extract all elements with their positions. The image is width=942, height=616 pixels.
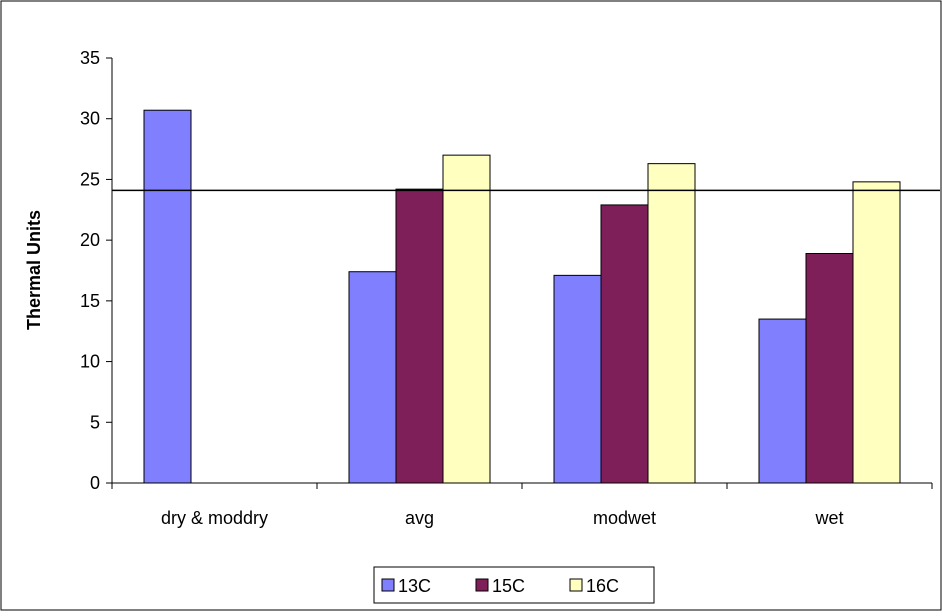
x-category-label: avg [405, 508, 434, 528]
y-tick-label: 25 [80, 169, 100, 189]
legend-label-13C: 13C [398, 576, 431, 596]
legend-swatch-13C [381, 578, 395, 592]
y-tick-label: 0 [90, 473, 100, 493]
bar-13C-0 [143, 109, 192, 484]
x-category-label: dry & moddry [161, 508, 268, 528]
legend-box [373, 566, 655, 604]
x-category-label: modwet [593, 508, 656, 528]
bar-15C-3 [805, 253, 854, 484]
bar-13C-2 [553, 274, 602, 484]
legend-swatch-15C [475, 578, 489, 592]
bar-16C-2 [647, 163, 696, 484]
bar-15C-1 [395, 188, 444, 484]
y-tick-label: 35 [80, 48, 100, 68]
legend-label-16C: 16C [586, 576, 619, 596]
legend-label-15C: 15C [492, 576, 525, 596]
y-axis-title: Thermal Units [24, 210, 44, 330]
bar-13C-1 [348, 271, 397, 484]
legend: 13C 15C 16C [373, 566, 655, 604]
y-tick-label: 15 [80, 291, 100, 311]
legend-swatch-16C [569, 578, 583, 592]
y-tick-label: 20 [80, 230, 100, 250]
y-tick-label: 10 [80, 352, 100, 372]
y-tick-label: 30 [80, 109, 100, 129]
bar-16C-1 [442, 154, 491, 484]
bar-13C-3 [758, 318, 807, 484]
bar-15C-2 [600, 204, 649, 484]
plot-layer: 0 5 10 15 20 25 30 35 dry & moddry avg modwet wet [80, 48, 940, 528]
x-category-label: wet [814, 508, 843, 528]
bar-16C-3 [852, 181, 901, 484]
y-tick-label: 5 [90, 412, 100, 432]
